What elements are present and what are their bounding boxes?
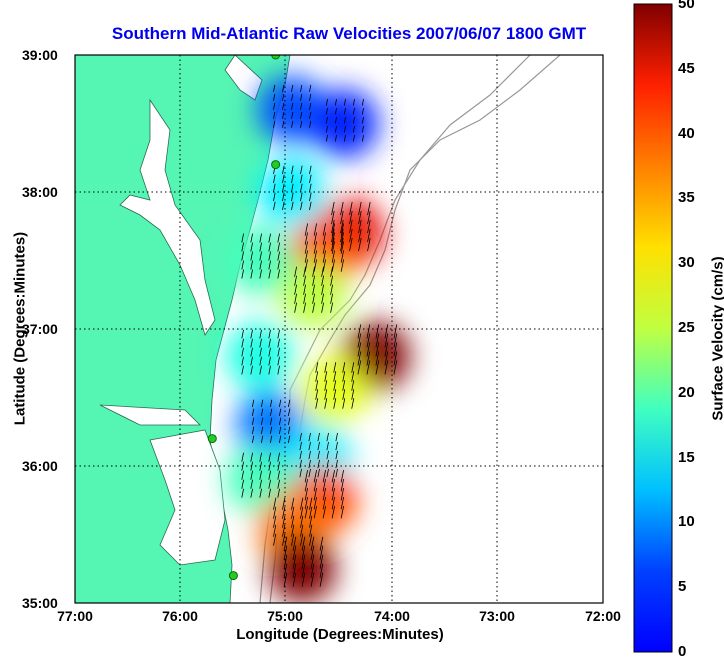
lon-tick: 73:00 bbox=[467, 608, 527, 624]
colorbar-label: Surface Velocity (cm/s) bbox=[710, 239, 724, 439]
station-marker bbox=[272, 161, 280, 169]
colorbar bbox=[634, 4, 672, 652]
colorbar-tick: 45 bbox=[678, 60, 695, 77]
colorbar-tick: 5 bbox=[678, 578, 686, 595]
lat-tick: 39:00 bbox=[22, 47, 58, 63]
colorbar-tick: 50 bbox=[678, 0, 695, 12]
lat-tick: 38:00 bbox=[22, 184, 58, 200]
lon-tick: 75:00 bbox=[255, 608, 315, 624]
colorbar-tick: 30 bbox=[678, 254, 695, 271]
lon-tick: 76:00 bbox=[150, 608, 210, 624]
station-marker bbox=[229, 572, 237, 580]
lon-tick: 72:00 bbox=[573, 608, 633, 624]
colorbar-tick: 35 bbox=[678, 189, 695, 206]
colorbar-tick: 0 bbox=[678, 643, 686, 660]
lat-tick: 36:00 bbox=[22, 458, 58, 474]
colorbar-tick: 25 bbox=[678, 319, 695, 336]
lon-tick: 77:00 bbox=[45, 608, 105, 624]
colorbar-tick: 20 bbox=[678, 384, 695, 401]
colorbar-tick: 15 bbox=[678, 449, 695, 466]
colorbar-tick: 10 bbox=[678, 513, 695, 530]
station-marker bbox=[208, 435, 216, 443]
colorbar-tick: 40 bbox=[678, 125, 695, 142]
x-axis-label: Longitude (Degrees:Minutes) bbox=[200, 626, 480, 643]
lon-tick: 74:00 bbox=[362, 608, 422, 624]
y-axis-label: Latitude (Degrees:Minutes) bbox=[12, 229, 29, 429]
